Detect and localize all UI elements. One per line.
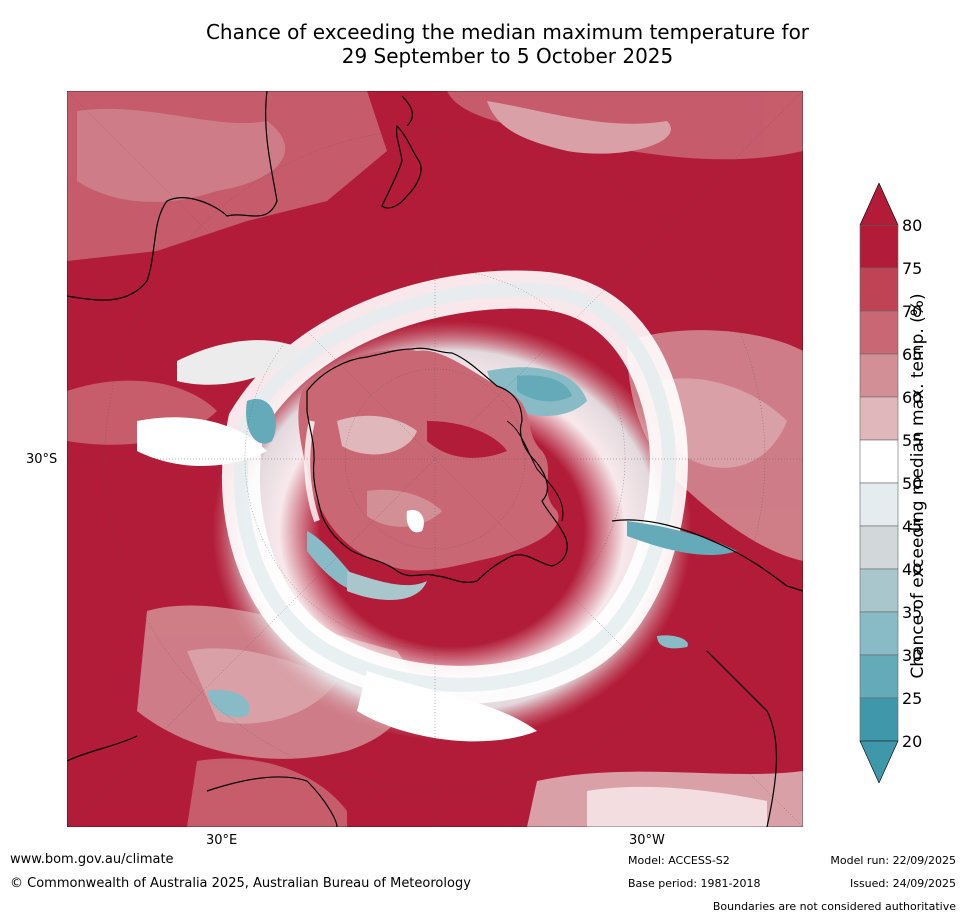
lat-label-30s: 30°S — [26, 452, 58, 467]
title-line-1: Chance of exceeding the median maximum t… — [205, 20, 810, 44]
model-text: Model: ACCESS-S2 — [628, 854, 730, 867]
base-period-text: Base period: 1981-2018 — [628, 877, 761, 890]
colorbar-band — [859, 396, 899, 441]
website-link[interactable]: www.bom.gov.au/climate — [10, 852, 174, 867]
colorbar-band — [859, 310, 899, 355]
colorbar: 80 75 70 65 60 55 50 45 40 35 30 25 20 — [859, 183, 922, 783]
colorbar-extend-high — [859, 183, 899, 226]
colorbar-band — [859, 568, 899, 613]
colorbar-tick-label: 30 — [902, 646, 922, 665]
colorbar-band — [859, 353, 899, 398]
graticule — [67, 91, 803, 827]
colorbar-band — [859, 267, 899, 312]
coastlines — [67, 91, 803, 827]
colorbar-label: Chance of exceeding median max. temp. (%… — [908, 293, 928, 679]
model-run-text: Model run: 22/09/2025 — [830, 854, 956, 867]
issued-text: Issued: 24/09/2025 — [849, 877, 956, 890]
colorbar-band — [859, 525, 899, 570]
disclaimer-text: Boundaries are not considered authoritat… — [712, 900, 956, 913]
colorbar-tick-label: 80 — [902, 216, 922, 235]
colorbar-tick-label: 75 — [902, 259, 922, 278]
colorbar-band — [859, 611, 899, 656]
probability-map — [67, 91, 803, 827]
colorbar-tick-label: 35 — [902, 603, 922, 622]
pink-patches — [67, 91, 803, 827]
colorbar-tick-label: 50 — [902, 474, 922, 493]
colorbar-tick-label: 40 — [902, 560, 922, 579]
colorbar-band — [859, 654, 899, 699]
colorbar-tick-label: 70 — [902, 302, 922, 321]
colorbar-tick-label: 60 — [902, 388, 922, 407]
colorbar-tick-label: 20 — [902, 732, 922, 751]
title-line-2: 29 September to 5 October 2025 — [341, 44, 674, 68]
colorbar-tick-label: 25 — [902, 689, 922, 708]
antarctica-interior — [298, 349, 559, 571]
copyright-text: © Commonwealth of Australia 2025, Austra… — [10, 876, 471, 891]
colorbar-band — [859, 697, 899, 742]
lon-label-30e: 30°E — [206, 833, 238, 848]
colorbar-band — [859, 439, 899, 484]
colorbar-band — [859, 482, 899, 527]
colorbar-tick-label: 55 — [902, 431, 922, 450]
colorbar-tick-label: 45 — [902, 517, 922, 536]
lon-label-30w: 30°W — [629, 833, 665, 848]
colorbar-band — [859, 224, 899, 269]
chart-title: Chance of exceeding the median maximum t… — [0, 20, 965, 68]
colorbar-extend-low — [859, 740, 899, 783]
colorbar-tick-label: 65 — [902, 345, 922, 364]
